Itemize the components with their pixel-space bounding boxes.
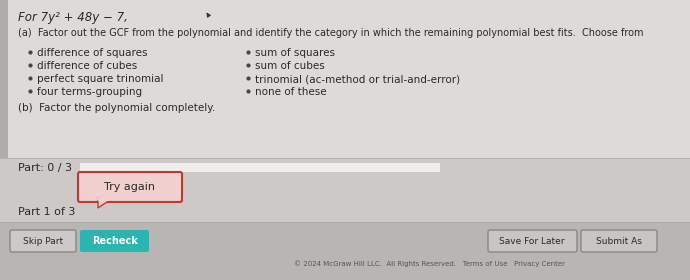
Text: four terms-grouping: four terms-grouping bbox=[37, 87, 142, 97]
FancyBboxPatch shape bbox=[0, 222, 690, 280]
Polygon shape bbox=[98, 200, 110, 208]
FancyBboxPatch shape bbox=[80, 230, 149, 252]
Text: Part: 0 / 3: Part: 0 / 3 bbox=[18, 163, 72, 173]
Text: For 7y² + 48y − 7,: For 7y² + 48y − 7, bbox=[18, 11, 128, 24]
FancyBboxPatch shape bbox=[0, 0, 8, 280]
FancyBboxPatch shape bbox=[0, 158, 690, 222]
Text: perfect square trinomial: perfect square trinomial bbox=[37, 74, 164, 84]
Text: sum of cubes: sum of cubes bbox=[255, 61, 325, 71]
Text: Save For Later: Save For Later bbox=[500, 237, 564, 246]
Text: Submit As: Submit As bbox=[596, 237, 642, 246]
FancyBboxPatch shape bbox=[581, 230, 657, 252]
Text: Part 1 of 3: Part 1 of 3 bbox=[18, 207, 75, 217]
FancyBboxPatch shape bbox=[78, 172, 182, 202]
Text: Recheck: Recheck bbox=[92, 236, 138, 246]
Text: (a)  Factor out the GCF from the polynomial and identify the category in which t: (a) Factor out the GCF from the polynomi… bbox=[18, 28, 644, 38]
Text: © 2024 McGraw Hill LLC.  All Rights Reserved.   Terms of Use   Privacy Center: © 2024 McGraw Hill LLC. All Rights Reser… bbox=[295, 261, 566, 267]
Polygon shape bbox=[98, 199, 110, 201]
Text: difference of squares: difference of squares bbox=[37, 48, 148, 58]
FancyBboxPatch shape bbox=[0, 0, 690, 158]
Text: Try again: Try again bbox=[104, 182, 155, 192]
FancyBboxPatch shape bbox=[488, 230, 577, 252]
Text: (b)  Factor the polynomial completely.: (b) Factor the polynomial completely. bbox=[18, 103, 215, 113]
Text: trinomial (ac-method or trial-and-error): trinomial (ac-method or trial-and-error) bbox=[255, 74, 460, 84]
Text: sum of squares: sum of squares bbox=[255, 48, 335, 58]
Text: none of these: none of these bbox=[255, 87, 326, 97]
Text: difference of cubes: difference of cubes bbox=[37, 61, 137, 71]
FancyBboxPatch shape bbox=[80, 163, 440, 172]
FancyBboxPatch shape bbox=[10, 230, 76, 252]
Text: Skip Part: Skip Part bbox=[23, 237, 63, 246]
FancyBboxPatch shape bbox=[80, 163, 440, 172]
